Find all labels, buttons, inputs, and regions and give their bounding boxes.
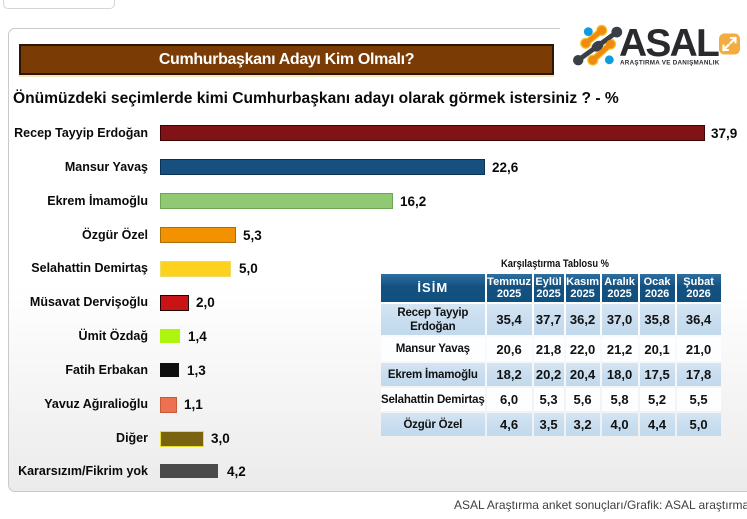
svg-text:ASAL: ASAL (619, 22, 719, 65)
svg-text:ARAŞTIRMA VE DANIŞMANLIK: ARAŞTIRMA VE DANIŞMANLIK (620, 60, 720, 67)
